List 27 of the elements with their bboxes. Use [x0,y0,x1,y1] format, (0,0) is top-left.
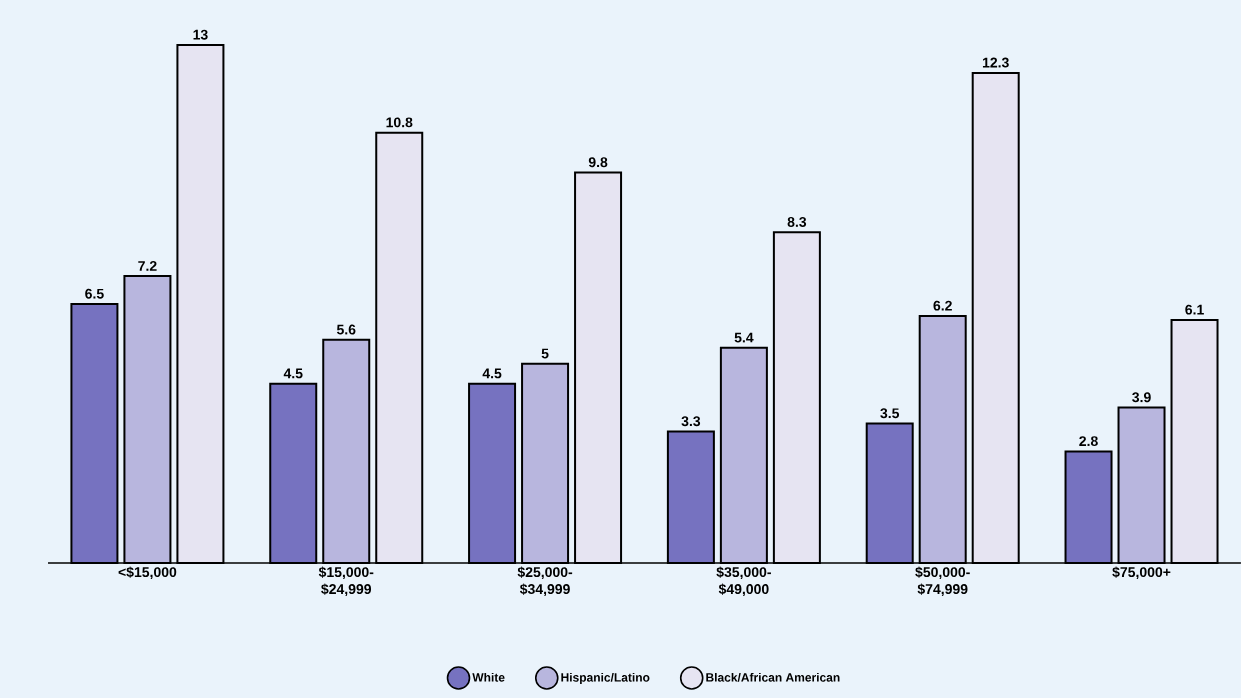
data-label: 9.8 [588,157,608,168]
data-label: 7.2 [138,260,157,271]
data-label: 3.5 [880,408,900,419]
data-label: 12.3 [982,57,1009,68]
x-tick-label: $35,000-$49,000 [716,566,771,597]
x-tick-label: $50,000-$74,999 [915,566,970,597]
data-label: 6.2 [933,300,952,311]
data-label: 3.9 [1132,392,1151,403]
legend-label: Black/African American [706,672,840,682]
x-tick-label: <$15,000 [118,566,177,580]
data-label: 8.3 [787,216,807,227]
x-tick-label: $25,000-$34,999 [517,566,573,597]
data-label: 5.6 [336,324,356,335]
data-label: 4.5 [283,368,303,379]
data-label: 5.4 [734,332,754,343]
data-label: 6.5 [85,288,104,299]
data-label: 6.1 [1185,304,1204,315]
data-label: 5 [541,348,549,359]
x-tick-label: $75,000+ [1112,566,1171,580]
x-tick-label: $15,000-$24,999 [318,566,374,597]
data-label: 13 [193,29,208,40]
data-label: 10.8 [386,117,413,128]
data-label: 2.8 [1079,436,1098,447]
legend-label: Hispanic/Latino [561,672,650,685]
legend-label: White [472,672,505,682]
data-label: 3.3 [681,416,701,427]
data-label: 4.5 [482,368,502,379]
